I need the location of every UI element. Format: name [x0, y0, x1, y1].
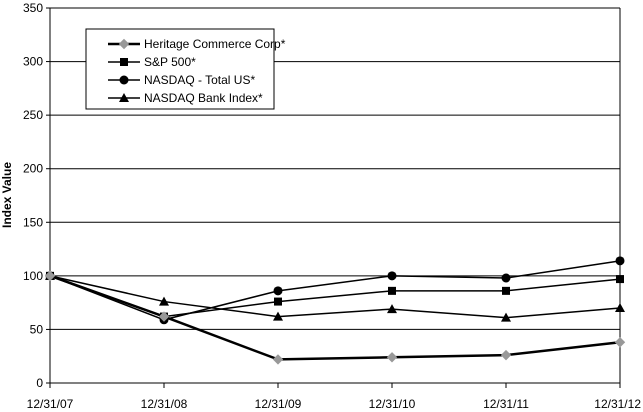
data-point — [387, 271, 397, 281]
legend-marker — [120, 58, 128, 66]
y-tick-label: 100 — [23, 269, 43, 283]
series-line — [49, 274, 621, 361]
series-layer — [44, 256, 626, 365]
data-point — [273, 286, 283, 296]
data-point — [501, 312, 511, 322]
legend: Heritage Commerce Corp* S&P 500* NASDAQ - … — [85, 28, 286, 110]
legend-item: NASDAQ Bank Index* — [108, 91, 263, 105]
y-tick-label: 150 — [23, 215, 43, 229]
legend-item: NASDAQ - Total US* — [108, 73, 255, 87]
data-point — [272, 354, 284, 365]
x-tick-label: 12/31/07 — [27, 397, 74, 411]
data-point — [500, 349, 512, 361]
data-point — [615, 303, 625, 312]
legend-item: S&P 500* — [108, 55, 196, 69]
legend-item: Heritage Commerce Corp* — [108, 37, 286, 51]
data-point — [274, 297, 282, 306]
data-point — [501, 273, 511, 283]
y-tick-label: 250 — [23, 108, 43, 122]
data-point — [388, 286, 396, 295]
y-tick-labels: 0 50 100 150 200 250 300 350 — [23, 1, 43, 390]
data-point — [44, 270, 56, 282]
x-tick-labels: 12/31/07 12/31/08 12/31/09 12/31/10 12/31/11… — [27, 397, 642, 411]
x-tick-label: 12/31/09 — [255, 397, 302, 411]
data-point — [614, 337, 626, 348]
y-tick-label: 0 — [36, 376, 43, 390]
y-tick-label: 350 — [23, 1, 43, 15]
legend-box — [85, 28, 275, 110]
legend-label: NASDAQ Bank Index* — [144, 91, 263, 105]
legend-label: NASDAQ - Total US* — [144, 73, 255, 87]
y-tick-label: 200 — [23, 162, 43, 176]
y-tick-label: 300 — [23, 55, 43, 69]
y-tick-label: 50 — [30, 322, 44, 336]
legend-label: S&P 500* — [144, 55, 196, 69]
data-point — [387, 304, 397, 314]
legend-marker — [119, 93, 129, 102]
series-line — [49, 275, 621, 318]
x-tick-label: 12/31/12 — [594, 397, 641, 411]
data-point — [386, 352, 398, 363]
series-circle — [45, 256, 625, 325]
data-point — [502, 286, 510, 295]
data-point — [159, 296, 169, 306]
series-line — [49, 260, 621, 321]
legend-marker — [119, 75, 129, 85]
data-point — [615, 256, 625, 266]
x-tick-label: 12/31/10 — [369, 397, 416, 411]
axes — [46, 7, 621, 388]
data-point — [158, 311, 170, 322]
legend-marker — [118, 38, 130, 50]
x-tick-label: 12/31/08 — [141, 397, 188, 411]
data-point — [616, 275, 624, 284]
series-diamond — [44, 270, 626, 365]
series-line — [49, 275, 621, 319]
y-axis-label: Index Value — [0, 162, 14, 228]
x-tick-label: 12/31/11 — [483, 397, 529, 411]
legend-label: Heritage Commerce Corp* — [144, 37, 286, 51]
data-point — [273, 311, 283, 321]
